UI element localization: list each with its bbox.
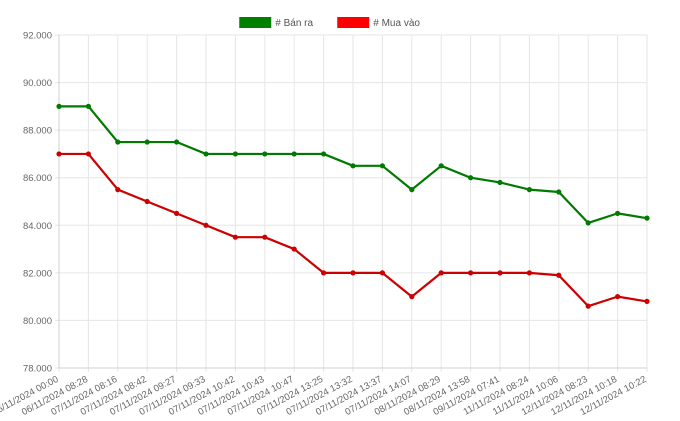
data-point[interactable]: [115, 139, 121, 145]
legend-item-mua-vao[interactable]: # Mua vào: [337, 17, 420, 29]
data-point[interactable]: [291, 246, 297, 252]
data-point[interactable]: [350, 163, 356, 169]
data-point[interactable]: [379, 163, 385, 169]
data-point[interactable]: [232, 151, 238, 157]
data-point[interactable]: [115, 187, 121, 193]
data-point[interactable]: [85, 103, 91, 109]
y-tick-label: 82.000: [23, 268, 52, 279]
data-point[interactable]: [262, 151, 268, 157]
data-point[interactable]: [321, 270, 327, 276]
legend[interactable]: # Bán ra # Mua vào: [239, 17, 420, 29]
legend-swatch: [337, 17, 370, 28]
y-tick-label: 80.000: [23, 316, 52, 327]
grid: [55, 34, 648, 372]
data-point[interactable]: [56, 151, 62, 157]
legend-label: # Bán ra: [275, 18, 313, 29]
data-point[interactable]: [556, 272, 562, 278]
data-point[interactable]: [556, 189, 562, 195]
y-tick-label: 88.000: [23, 126, 52, 137]
data-point[interactable]: [644, 298, 650, 304]
data-point[interactable]: [526, 270, 533, 276]
data-point[interactable]: [497, 270, 503, 276]
data-point[interactable]: [526, 187, 533, 193]
data-point[interactable]: [497, 179, 503, 186]
y-tick-label: 90.000: [23, 78, 52, 89]
data-point[interactable]: [203, 222, 209, 228]
data-point[interactable]: [615, 294, 621, 300]
data-point[interactable]: [409, 187, 415, 193]
data-point[interactable]: [585, 220, 591, 226]
series-ban-ra: [56, 103, 650, 226]
data-point[interactable]: [85, 151, 91, 157]
y-tick-label: 86.000: [23, 173, 52, 184]
data-point[interactable]: [468, 175, 474, 181]
legend-label: # Mua vào: [373, 18, 420, 29]
series-mua-vao: [56, 151, 650, 309]
data-point[interactable]: [174, 139, 180, 145]
legend-swatch: [239, 17, 272, 28]
data-point[interactable]: [291, 151, 297, 157]
data-point[interactable]: [438, 270, 444, 276]
data-point[interactable]: [438, 163, 444, 169]
data-point[interactable]: [56, 103, 62, 109]
data-point[interactable]: [144, 198, 150, 205]
data-point[interactable]: [262, 234, 268, 240]
legend-item-ban-ra[interactable]: # Bán ra: [239, 17, 313, 29]
series-layer: [56, 103, 650, 309]
data-point[interactable]: [232, 234, 238, 240]
data-point[interactable]: [350, 270, 356, 276]
y-axis: 78.000 80.000 82.000 84.000 86.000 88.000 90.0…: [23, 31, 60, 375]
data-point[interactable]: [468, 270, 474, 276]
y-tick-label: 92.000: [23, 31, 52, 42]
data-point[interactable]: [379, 270, 385, 276]
data-point[interactable]: [644, 215, 650, 221]
data-point[interactable]: [409, 294, 415, 300]
data-point[interactable]: [615, 210, 621, 216]
data-point[interactable]: [585, 303, 591, 309]
data-point[interactable]: [174, 210, 180, 216]
y-tick-label: 78.000: [23, 364, 52, 375]
data-point[interactable]: [203, 151, 209, 157]
y-tick-label: 84.000: [23, 221, 52, 232]
data-point[interactable]: [321, 151, 327, 157]
data-point[interactable]: [144, 139, 150, 145]
